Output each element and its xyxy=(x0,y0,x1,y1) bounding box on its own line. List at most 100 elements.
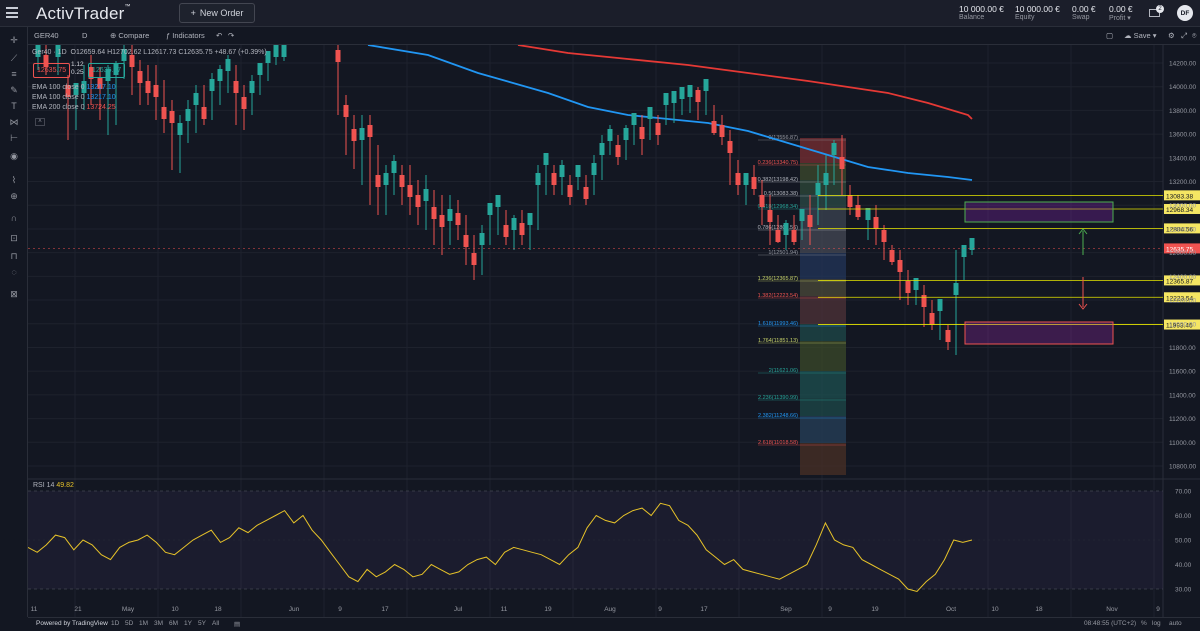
settings-icon[interactable]: ⚙ xyxy=(1168,31,1175,40)
magnet-icon[interactable]: ∩ xyxy=(10,213,18,223)
time-axis-label: 11 xyxy=(501,606,508,613)
measure-icon[interactable]: ⊢ xyxy=(10,133,18,143)
time-axis-label: 18 xyxy=(1035,606,1043,613)
candle-body xyxy=(551,173,557,185)
expand-icon[interactable]: ⤢ xyxy=(1181,31,1187,40)
new-order-button[interactable]: + New Order xyxy=(179,3,255,23)
candle-body xyxy=(281,45,287,57)
candle-body xyxy=(759,195,765,207)
range-6m[interactable]: 6M xyxy=(169,620,179,627)
camera-icon[interactable]: ⌾ xyxy=(1192,31,1197,40)
compare-button[interactable]: ⊕ Compare xyxy=(110,31,150,40)
undo-icon[interactable]: ↶ xyxy=(216,31,223,40)
percent-toggle[interactable]: % xyxy=(1141,620,1147,627)
drawing-toolbar: ✛ ⟋ ≡ ✎ T ⋈ ⊢ ◉ ⌇ ⊕ ∩ ⊡ ⊓ ◌ ⊠ xyxy=(0,27,28,617)
ruler-icon[interactable]: ⌇ xyxy=(11,175,17,185)
candle-body xyxy=(897,260,903,272)
legend-ohlc: O12659.64 H12702.62 L12617.73 C12635.75 … xyxy=(70,49,267,56)
time-axis-label: 9 xyxy=(658,606,662,613)
app-logo: ActivTrader™ xyxy=(36,4,131,23)
rsi-axis-label: 70.00 xyxy=(1175,489,1192,496)
sell-price[interactable]: 12635.75 xyxy=(33,63,71,78)
price-tag xyxy=(1164,203,1200,214)
time-axis-label: 19 xyxy=(871,606,879,613)
candle-body xyxy=(81,81,87,93)
text-icon[interactable]: T xyxy=(11,101,17,111)
fib-label: 0.618(12968.34) xyxy=(758,204,799,210)
lock-drawings-icon[interactable]: ⊡ xyxy=(10,233,18,243)
fullscreen-icon[interactable]: ▢ xyxy=(1106,31,1114,40)
crosshair-icon[interactable]: ✛ xyxy=(10,35,18,45)
range-5y[interactable]: 5Y xyxy=(198,620,206,627)
profit-field[interactable]: 0.00 € Profit ▾ xyxy=(1109,4,1133,22)
candle-body xyxy=(455,213,461,225)
candle-body xyxy=(575,165,581,177)
powered-by[interactable]: Powered by TradingView xyxy=(36,620,108,627)
collapse-legend-icon[interactable]: ˄ xyxy=(35,118,45,126)
lower-target-box xyxy=(964,321,1114,345)
time-axis-label: Sep xyxy=(780,606,792,613)
candle-body xyxy=(623,128,629,140)
redo-icon[interactable]: ↷ xyxy=(228,31,235,40)
trend-line-icon[interactable]: ⟋ xyxy=(10,53,18,63)
candle-body xyxy=(567,185,573,197)
eye-icon[interactable]: ◉ xyxy=(10,151,18,161)
fib-band xyxy=(800,279,846,296)
ema-100-line xyxy=(367,45,973,181)
candle-body xyxy=(535,173,541,185)
lock-icon[interactable]: ⊓ xyxy=(10,251,18,261)
avatar[interactable]: DF xyxy=(1177,5,1193,21)
zoom-icon[interactable]: ⊕ xyxy=(10,191,18,201)
candle-body xyxy=(43,55,49,67)
candle-body xyxy=(719,125,725,137)
messages-icon[interactable] xyxy=(1149,9,1160,17)
range-1y[interactable]: 1Y xyxy=(184,620,192,627)
trash-icon[interactable]: ⊠ xyxy=(10,289,18,299)
candle-body xyxy=(217,69,223,81)
candle-body xyxy=(953,283,959,295)
balance-field: 10 000.00 € Balance xyxy=(959,4,1004,21)
log-toggle[interactable]: log xyxy=(1152,620,1161,627)
range-all[interactable]: All xyxy=(212,620,220,627)
price-chart[interactable]: 0(13556.87) 0.236(13340.75) 0.382(13198.42… xyxy=(28,45,1200,617)
candles xyxy=(35,45,975,355)
interval-button[interactable]: D xyxy=(82,31,88,40)
brush-icon[interactable]: ✎ xyxy=(10,85,18,95)
symbol-search[interactable]: GER40 xyxy=(34,31,59,40)
candle-body xyxy=(335,50,341,62)
horizontal-line-icon[interactable]: ≡ xyxy=(11,69,17,79)
candle-body xyxy=(655,123,661,135)
range-5d[interactable]: 5D xyxy=(125,620,134,627)
menu-icon[interactable] xyxy=(6,7,18,18)
fib-label: 1.382(12223.54) xyxy=(758,293,799,299)
pattern-icon[interactable]: ⋈ xyxy=(9,117,19,127)
clock[interactable]: 08:48:55 (UTC+2) xyxy=(1084,620,1137,627)
range-1d[interactable]: 1D xyxy=(111,620,120,627)
auto-toggle[interactable]: auto xyxy=(1169,620,1182,627)
buy-price[interactable]: 12636.87 xyxy=(88,63,126,78)
candle-body xyxy=(873,217,879,229)
save-button[interactable]: ☁ Save ▾ xyxy=(1124,31,1157,40)
legend-title[interactable]: Ger40 · 1D xyxy=(32,49,67,56)
range-3m[interactable]: 3M xyxy=(154,620,164,627)
candle-body xyxy=(391,161,397,173)
candle-body xyxy=(177,123,183,135)
price-axis: 14200.00 14000.00 13800.00 13600.00 13400.00… xyxy=(1169,61,1196,471)
chart-legend: Ger40 · 1D O12659.64 H12702.62 L12617.73… xyxy=(32,48,267,58)
candle-body xyxy=(471,253,477,265)
upper-target-box xyxy=(964,201,1114,223)
price-tag xyxy=(1164,319,1200,330)
price-axis-label: 13800.00 xyxy=(1169,108,1196,115)
candle-body xyxy=(161,107,167,119)
candle-body xyxy=(65,85,71,97)
candle-body xyxy=(631,113,637,125)
indicators-button[interactable]: ƒ Indicators xyxy=(166,31,205,40)
candle-body xyxy=(519,223,525,235)
range-1m[interactable]: 1M xyxy=(139,620,149,627)
candle-body xyxy=(495,195,501,207)
cloud-icon: ☁ xyxy=(1124,31,1132,40)
candle-body xyxy=(591,163,597,175)
visibility-icon[interactable]: ◌ xyxy=(11,267,17,277)
calendar-icon[interactable]: ▤ xyxy=(234,621,241,628)
candle-body xyxy=(615,145,621,157)
